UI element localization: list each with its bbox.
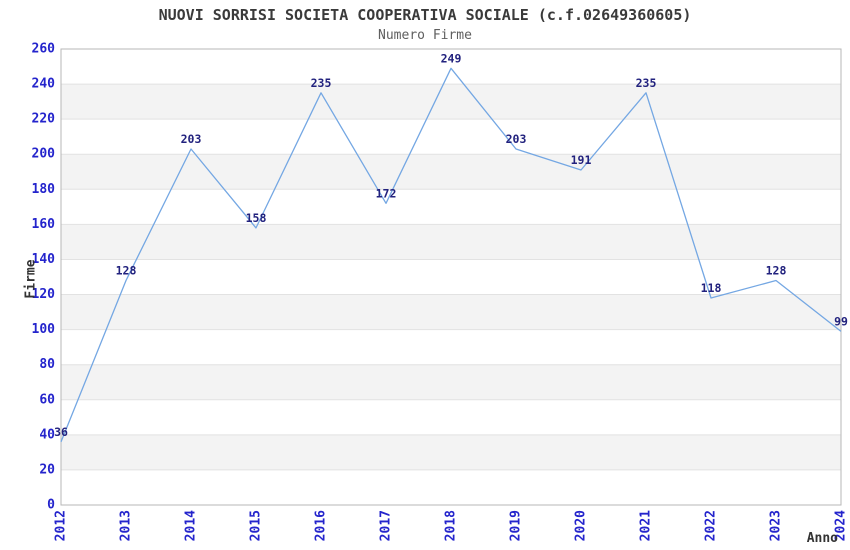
plot-border <box>60 48 842 506</box>
y-axis-tick-labels: 0 20 40 60 80 100 120 140 160 180 200 220 240 260 <box>32 42 56 513</box>
svg-text:120: 120 <box>32 287 56 302</box>
svg-text:235: 235 <box>311 76 332 90</box>
svg-text:2023: 2023 <box>769 510 784 541</box>
svg-text:2019: 2019 <box>509 510 524 541</box>
y-axis-title: Firme <box>23 259 39 299</box>
chart-subtitle: Numero Firme <box>378 28 472 43</box>
svg-text:180: 180 <box>32 182 56 197</box>
svg-text:2015: 2015 <box>249 510 264 541</box>
svg-text:2012: 2012 <box>54 510 69 541</box>
svg-text:2014: 2014 <box>184 510 199 541</box>
svg-text:80: 80 <box>39 357 55 372</box>
svg-text:235: 235 <box>636 76 657 90</box>
svg-text:2020: 2020 <box>574 510 589 541</box>
svg-text:2022: 2022 <box>704 510 719 541</box>
svg-text:203: 203 <box>181 132 202 146</box>
svg-text:140: 140 <box>32 252 56 267</box>
horizontal-gridlines <box>61 83 841 471</box>
svg-text:99: 99 <box>834 314 848 328</box>
svg-text:158: 158 <box>246 211 267 225</box>
svg-text:191: 191 <box>571 153 592 167</box>
svg-text:2018: 2018 <box>444 510 459 541</box>
svg-text:60: 60 <box>39 392 55 407</box>
x-axis-tick-labels: 2012 2013 2014 2015 2016 2017 2018 2019 2020 2021… <box>54 510 849 541</box>
svg-text:2013: 2013 <box>119 510 134 541</box>
svg-text:220: 220 <box>32 112 56 127</box>
svg-text:118: 118 <box>701 281 722 295</box>
chart-title: NUOVI SORRISI SOCIETA COOPERATIVA SOCIAL… <box>158 6 692 24</box>
series-line <box>60 67 842 443</box>
svg-text:2021: 2021 <box>639 510 654 541</box>
svg-text:172: 172 <box>376 186 397 200</box>
data-point-labels: 36 128 203 158 235 172 249 203 191 235 118 128 99 <box>54 51 848 439</box>
svg-text:128: 128 <box>116 264 137 278</box>
svg-text:2016: 2016 <box>314 510 329 541</box>
svg-text:200: 200 <box>32 147 56 162</box>
svg-text:36: 36 <box>54 425 68 439</box>
svg-text:203: 203 <box>506 132 527 146</box>
x-axis-title: Anno <box>806 531 838 546</box>
svg-text:0: 0 <box>47 498 55 513</box>
svg-text:2024: 2024 <box>834 510 849 541</box>
svg-text:249: 249 <box>441 51 462 65</box>
alternating-bands <box>61 84 841 470</box>
svg-text:40: 40 <box>39 427 55 442</box>
svg-text:260: 260 <box>32 42 56 57</box>
svg-text:2017: 2017 <box>379 510 394 541</box>
svg-text:20: 20 <box>39 462 55 477</box>
svg-text:160: 160 <box>32 217 56 232</box>
svg-text:100: 100 <box>32 322 56 337</box>
svg-text:240: 240 <box>32 77 56 92</box>
svg-text:128: 128 <box>766 264 787 278</box>
